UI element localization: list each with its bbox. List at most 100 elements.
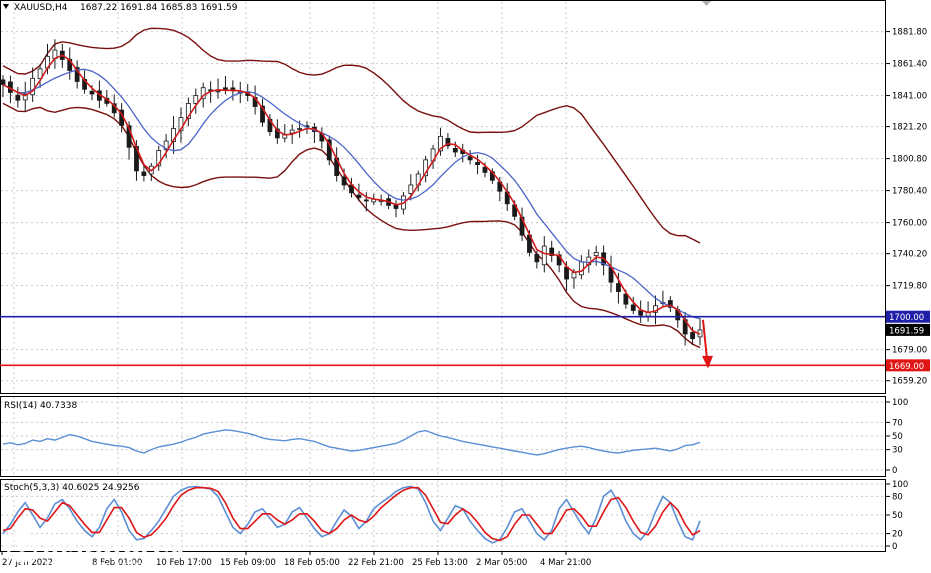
- logo-text: instaforex: [42, 532, 186, 561]
- rsi-path: [2, 429, 701, 456]
- price-tick-label: 1740.20: [892, 250, 927, 260]
- candle-body: [667, 300, 673, 308]
- price-tick-label: 1679.00: [892, 346, 927, 356]
- candle-body: [438, 135, 443, 152]
- candle-body: [289, 129, 295, 134]
- candle-body: [15, 94, 21, 101]
- candle-body: [156, 150, 162, 167]
- forecast-arrow-head: [702, 355, 713, 369]
- candle-body: [171, 128, 176, 142]
- candle-body: [37, 68, 43, 79]
- candle-body: [623, 293, 629, 305]
- candle-body: [690, 332, 695, 340]
- level-label-text: 1691.59: [889, 326, 924, 336]
- logo-icon-core: [17, 542, 27, 552]
- price-candles: [0, 39, 703, 346]
- time-tick-label: 10 Feb 17:00: [156, 558, 212, 568]
- time-tick-label: 25 Feb 13:00: [412, 558, 468, 568]
- price-tick-label: 1881.80: [892, 28, 927, 38]
- bollinger-upper: [2, 27, 701, 244]
- rsi-y-axis: 100 70 50 30 0: [885, 398, 908, 476]
- level-label-box: [886, 310, 930, 323]
- time-tick-label: 2 Mar 05:00: [476, 558, 527, 568]
- rsi-tick-label: 50: [892, 432, 903, 442]
- level-label-box: [886, 323, 930, 336]
- candle-body: [89, 90, 95, 95]
- candle-body: [215, 90, 221, 93]
- level-label-text: 1700.00: [889, 313, 924, 323]
- candle-body: [630, 304, 636, 311]
- candle-body: [363, 199, 369, 202]
- chart-symbol: XAUUSD,H4: [14, 3, 68, 13]
- candle-body: [482, 166, 488, 173]
- candle-body: [593, 252, 599, 257]
- candle-body: [408, 184, 414, 195]
- price-tick-label: 1780.40: [892, 187, 927, 197]
- stoch-tick-label: 50: [892, 511, 903, 521]
- time-tick-label: 15 Feb 09:00: [220, 558, 276, 568]
- stoch-title: Stoch(5,3,3) 40.6025 24.9256: [4, 483, 140, 493]
- price-tick-label: 1821.20: [892, 123, 927, 133]
- time-tick-label: 27 Jan 2022: [2, 558, 53, 568]
- candle-body: [141, 171, 147, 176]
- candle-body: [452, 147, 458, 153]
- logo-tagline: Instant Forex Trading: [44, 560, 149, 571]
- price-y-axis: 1881.80 1861.40 1841.00 1821.20 1800.80 1780.…: [885, 28, 927, 387]
- stochastic-lines: [2, 485, 701, 544]
- candle-body: [616, 283, 621, 293]
- stoch-y-axis: 100 80 50 20 0: [885, 480, 908, 552]
- stoch-tick-label: 0: [892, 542, 897, 552]
- candle-body: [163, 140, 169, 150]
- time-tick-label: 22 Feb 21:00: [348, 558, 404, 568]
- candle-body: [578, 261, 584, 276]
- candle-body: [22, 93, 28, 101]
- price-tick-label: 1800.80: [892, 155, 927, 165]
- price-tick-label: 1841.00: [892, 92, 927, 102]
- grid: [1, 2, 885, 551]
- symbol-triangle-icon: [3, 4, 9, 9]
- candle-body: [185, 103, 191, 119]
- level-label-box: [886, 359, 930, 372]
- candle-body: [223, 87, 228, 90]
- time-tick-label: 8 Feb 01:00: [92, 558, 142, 568]
- scroll-marker-icon: [702, 1, 711, 6]
- level-label-text: 1669.00: [889, 362, 924, 372]
- price-tick-label: 1659.20: [892, 377, 927, 387]
- price-tick-label: 1760.00: [892, 219, 927, 229]
- candle-body: [126, 125, 132, 148]
- candle-body: [200, 87, 206, 100]
- candle-body: [467, 156, 473, 161]
- candle-body: [423, 159, 429, 177]
- price-tick-label: 1861.40: [892, 60, 927, 70]
- time-tick-label: 4 Mar 21:00: [540, 558, 591, 568]
- candle-body: [534, 254, 540, 263]
- stoch-tick-label: 20: [892, 530, 903, 540]
- moving-averages: [2, 54, 701, 335]
- candle-body: [541, 245, 547, 266]
- candle-body: [193, 95, 199, 104]
- stoch-tick-label: 80: [892, 492, 903, 502]
- candle-body: [445, 138, 451, 147]
- candle-body: [356, 194, 362, 198]
- candle-body: [30, 77, 36, 96]
- candle-body: [475, 162, 480, 165]
- rsi-title: RSI(14) 40.7338: [4, 401, 77, 411]
- ma-fast-line: [2, 54, 701, 335]
- price-panel-frame: [0, 0, 886, 394]
- rsi-tick-label: 100: [892, 398, 908, 408]
- chart-ohlc: 1687.22 1691.84 1685.83 1691.59: [80, 3, 238, 13]
- ma-slow-line: [2, 68, 701, 320]
- instaforex-logo: instaforex Instant Forex Trading: [4, 529, 186, 571]
- rsi-tick-label: 30: [892, 446, 903, 456]
- candle-body: [0, 79, 6, 85]
- time-tick-label: 18 Feb 05:00: [284, 558, 340, 568]
- candle-body: [297, 128, 302, 130]
- candle-body: [274, 128, 280, 139]
- rsi-tick-label: 0: [892, 466, 897, 476]
- rsi-line: [2, 429, 701, 456]
- rsi-tick-label: 70: [892, 418, 903, 428]
- candle-body: [564, 266, 569, 280]
- price-tick-label: 1719.80: [892, 282, 927, 292]
- candle-body: [549, 247, 555, 256]
